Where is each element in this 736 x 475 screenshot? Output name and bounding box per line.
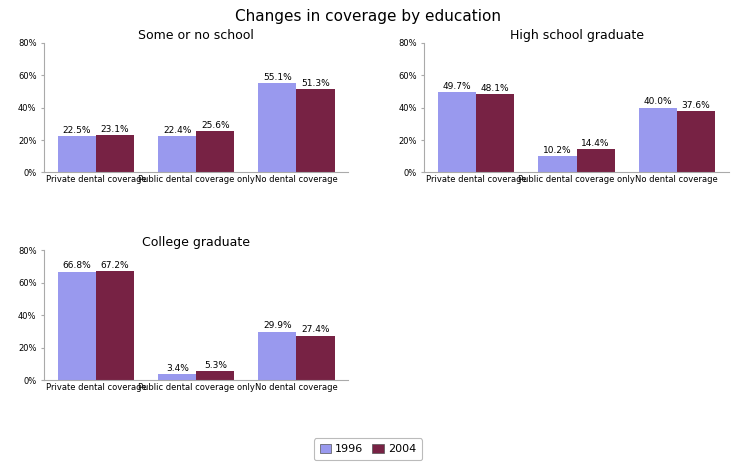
- Text: 5.3%: 5.3%: [204, 361, 227, 370]
- Bar: [158, 374, 197, 380]
- Bar: [297, 89, 335, 172]
- Bar: [158, 136, 197, 172]
- Bar: [58, 272, 96, 380]
- Text: 37.6%: 37.6%: [682, 101, 710, 110]
- Bar: [96, 135, 134, 172]
- Bar: [639, 108, 676, 172]
- Text: 48.1%: 48.1%: [481, 84, 510, 93]
- Text: 29.9%: 29.9%: [263, 321, 291, 330]
- Text: 55.1%: 55.1%: [263, 73, 291, 82]
- Title: High school graduate: High school graduate: [509, 28, 643, 42]
- Text: 22.5%: 22.5%: [63, 126, 91, 135]
- Bar: [258, 332, 297, 380]
- Bar: [476, 95, 514, 172]
- Bar: [576, 149, 615, 172]
- Bar: [438, 92, 476, 172]
- Title: Some or no school: Some or no school: [138, 28, 254, 42]
- Bar: [297, 335, 335, 380]
- Text: 14.4%: 14.4%: [581, 139, 610, 148]
- Bar: [258, 83, 297, 172]
- Bar: [676, 112, 715, 172]
- Bar: [58, 136, 96, 172]
- Text: Changes in coverage by education: Changes in coverage by education: [235, 10, 501, 25]
- Text: 10.2%: 10.2%: [543, 146, 572, 155]
- Bar: [197, 371, 234, 380]
- Text: 23.1%: 23.1%: [101, 125, 130, 133]
- Text: 51.3%: 51.3%: [301, 79, 330, 88]
- Text: 67.2%: 67.2%: [101, 261, 130, 270]
- Text: 49.7%: 49.7%: [443, 82, 472, 91]
- Bar: [197, 131, 234, 172]
- Legend: 1996, 2004: 1996, 2004: [314, 438, 422, 460]
- Text: 22.4%: 22.4%: [163, 126, 191, 135]
- Text: 25.6%: 25.6%: [201, 121, 230, 130]
- Bar: [96, 271, 134, 380]
- Text: 27.4%: 27.4%: [301, 325, 330, 334]
- Bar: [539, 156, 576, 172]
- Text: 3.4%: 3.4%: [166, 364, 188, 373]
- Title: College graduate: College graduate: [142, 236, 250, 249]
- Text: 66.8%: 66.8%: [63, 261, 91, 270]
- Text: 40.0%: 40.0%: [643, 97, 672, 106]
